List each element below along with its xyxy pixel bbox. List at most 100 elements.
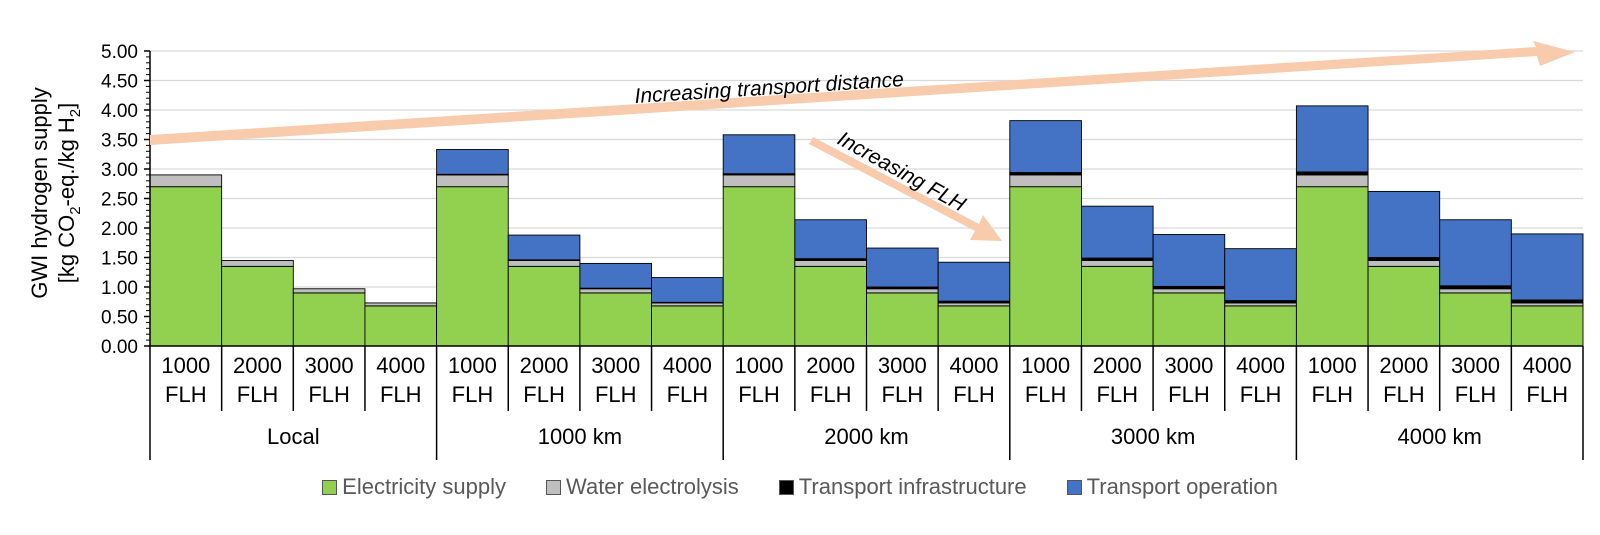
bar-segment-electricity-supply — [1152, 292, 1226, 347]
bar-segment-water-electrolysis — [1152, 288, 1226, 294]
x-category-label: 4000 — [376, 353, 425, 378]
bar-segment-water-electrolysis — [436, 174, 509, 188]
legend-swatch — [1066, 479, 1082, 495]
x-category-label: 2000 — [1093, 353, 1142, 378]
x-category-unit-label: FLH — [1168, 382, 1210, 407]
x-category-label: 2000 — [806, 353, 855, 378]
y-tick-label: 0.50 — [101, 308, 138, 329]
bar-segment-electricity-supply — [651, 305, 724, 347]
x-category-unit-label: FLH — [1455, 382, 1497, 407]
bar-segment-water-electrolysis — [221, 260, 294, 267]
x-category-label: 3000 — [878, 353, 927, 378]
y-tick-label: 5.00 — [101, 42, 138, 63]
legend-label: Water electrolysis — [566, 474, 739, 499]
bar-segment-water-electrolysis — [149, 174, 223, 188]
bar-segment-electricity-supply — [794, 265, 867, 347]
x-category-unit-label: FLH — [667, 382, 709, 407]
x-category-unit-label: FLH — [380, 382, 422, 407]
x-category-label: 3000 — [305, 353, 354, 378]
bar-segment-transport-operation — [866, 247, 939, 288]
y-axis-label-unit: [kg CO2-eq./kg H2] — [54, 103, 84, 284]
bar-segment-water-electrolysis — [507, 260, 581, 267]
x-category-unit-label: FLH — [953, 382, 995, 407]
legend-item: Transport infrastructure — [778, 474, 1027, 500]
bar-segment-transport-operation — [651, 277, 724, 303]
legend-label: Transport infrastructure — [798, 474, 1027, 499]
bar-segment-electricity-supply — [722, 186, 796, 347]
legend-swatch — [546, 479, 562, 495]
bar-segment-transport-operation — [579, 262, 653, 289]
y-axis-unit-part: -eq./kg H — [54, 117, 79, 206]
x-category-unit-label: FLH — [810, 382, 852, 407]
bar-segment-electricity-supply — [364, 305, 438, 347]
bar-segment-transport-operation — [1224, 248, 1297, 302]
bar-segment-transport-operation — [722, 134, 796, 175]
y-tick-label: 3.00 — [101, 160, 138, 181]
x-group-label: 1000 km — [538, 424, 622, 449]
transport-distance-arrow — [150, 41, 1575, 145]
x-category-label: 3000 — [1451, 353, 1500, 378]
legend-swatch — [322, 479, 338, 495]
bar-segment-water-electrolysis — [292, 288, 366, 294]
bar-segment-transport-operation — [794, 219, 867, 260]
x-category-unit-label: FLH — [595, 382, 637, 407]
flh-arrow — [809, 137, 1002, 241]
bar-segment-electricity-supply — [1439, 292, 1512, 347]
x-category-unit-label: FLH — [1311, 382, 1353, 407]
y-tick-labels: 0.00 0.50 1.00 1.50 2.00 2.50 3.00 3.50 4.00 4.50… — [101, 42, 138, 358]
bar-segment-water-electrolysis — [579, 288, 653, 294]
bar-segment-electricity-supply — [1367, 265, 1441, 347]
x-category-label: 2000 — [233, 353, 282, 378]
x-category-label: 3000 — [1164, 353, 1213, 378]
y-tick-label: 4.50 — [101, 72, 138, 93]
bar-segment-transport-operation — [1152, 234, 1226, 287]
y-tick-label: 3.50 — [101, 131, 138, 152]
bar-segment-electricity-supply — [937, 305, 1011, 347]
bar-segment-water-electrolysis — [364, 302, 438, 307]
x-category-label: 2000 — [520, 353, 569, 378]
x-category-unit-label: FLH — [1526, 382, 1568, 407]
legend: Electricity supply Water electrolysis Tran… — [0, 470, 1600, 504]
bar-segment-water-electrolysis — [1367, 260, 1441, 267]
bar-segment-transport-operation — [1439, 219, 1512, 287]
x-category-unit-label: FLH — [308, 382, 350, 407]
x-group-label: Local — [267, 424, 320, 449]
x-category-label: 1000 — [448, 353, 497, 378]
x-category-unit-label: FLH — [165, 382, 207, 407]
bar-segment-water-electrolysis — [866, 288, 939, 294]
legend-item: Water electrolysis — [546, 474, 739, 500]
x-category-unit-label: FLH — [1383, 382, 1425, 407]
bar-segment-transport-operation — [1295, 105, 1369, 173]
x-category-label: 4000 — [1236, 353, 1285, 378]
x-category-label: 1000 — [735, 353, 784, 378]
x-category-unit-label: FLH — [882, 382, 924, 407]
x-category-unit-label: FLH — [452, 382, 494, 407]
bar-segment-electricity-supply — [292, 292, 366, 347]
x-category-unit-label: FLH — [237, 382, 279, 407]
legend-label: Transport operation — [1086, 474, 1278, 499]
x-category-label: 4000 — [1523, 353, 1572, 378]
bar-segment-electricity-supply — [149, 186, 223, 347]
bar-segment-water-electrolysis — [794, 260, 867, 267]
y-axis-label: GWI hydrogen supply — [27, 87, 52, 299]
x-category-label: 2000 — [1379, 353, 1428, 378]
y-axis-unit-subscript: 2 — [67, 206, 84, 214]
y-tick-label: 4.00 — [101, 101, 138, 122]
bar-segment-transport-operation — [507, 234, 581, 261]
x-category-unit-label: FLH — [1240, 382, 1282, 407]
x-category-label: 1000 — [1021, 353, 1070, 378]
bar-segment-transport-operation — [436, 149, 509, 175]
x-category-label: 1000 — [161, 353, 210, 378]
bar-segment-electricity-supply — [221, 265, 294, 347]
bar-segment-electricity-supply — [1295, 186, 1369, 347]
bar-segment-electricity-supply — [579, 292, 653, 347]
bar-segment-electricity-supply — [436, 186, 509, 347]
y-tick-label: 1.50 — [101, 249, 138, 270]
x-category-unit-label: FLH — [1096, 382, 1138, 407]
bar-segment-transport-operation — [937, 261, 1011, 302]
bar-segment-electricity-supply — [1009, 186, 1082, 347]
y-axis-unit-part: [kg CO — [54, 215, 79, 283]
x-category-label: 4000 — [663, 353, 712, 378]
x-category-unit-label: FLH — [1025, 382, 1067, 407]
y-axis-unit-subscript: 2 — [67, 109, 84, 117]
